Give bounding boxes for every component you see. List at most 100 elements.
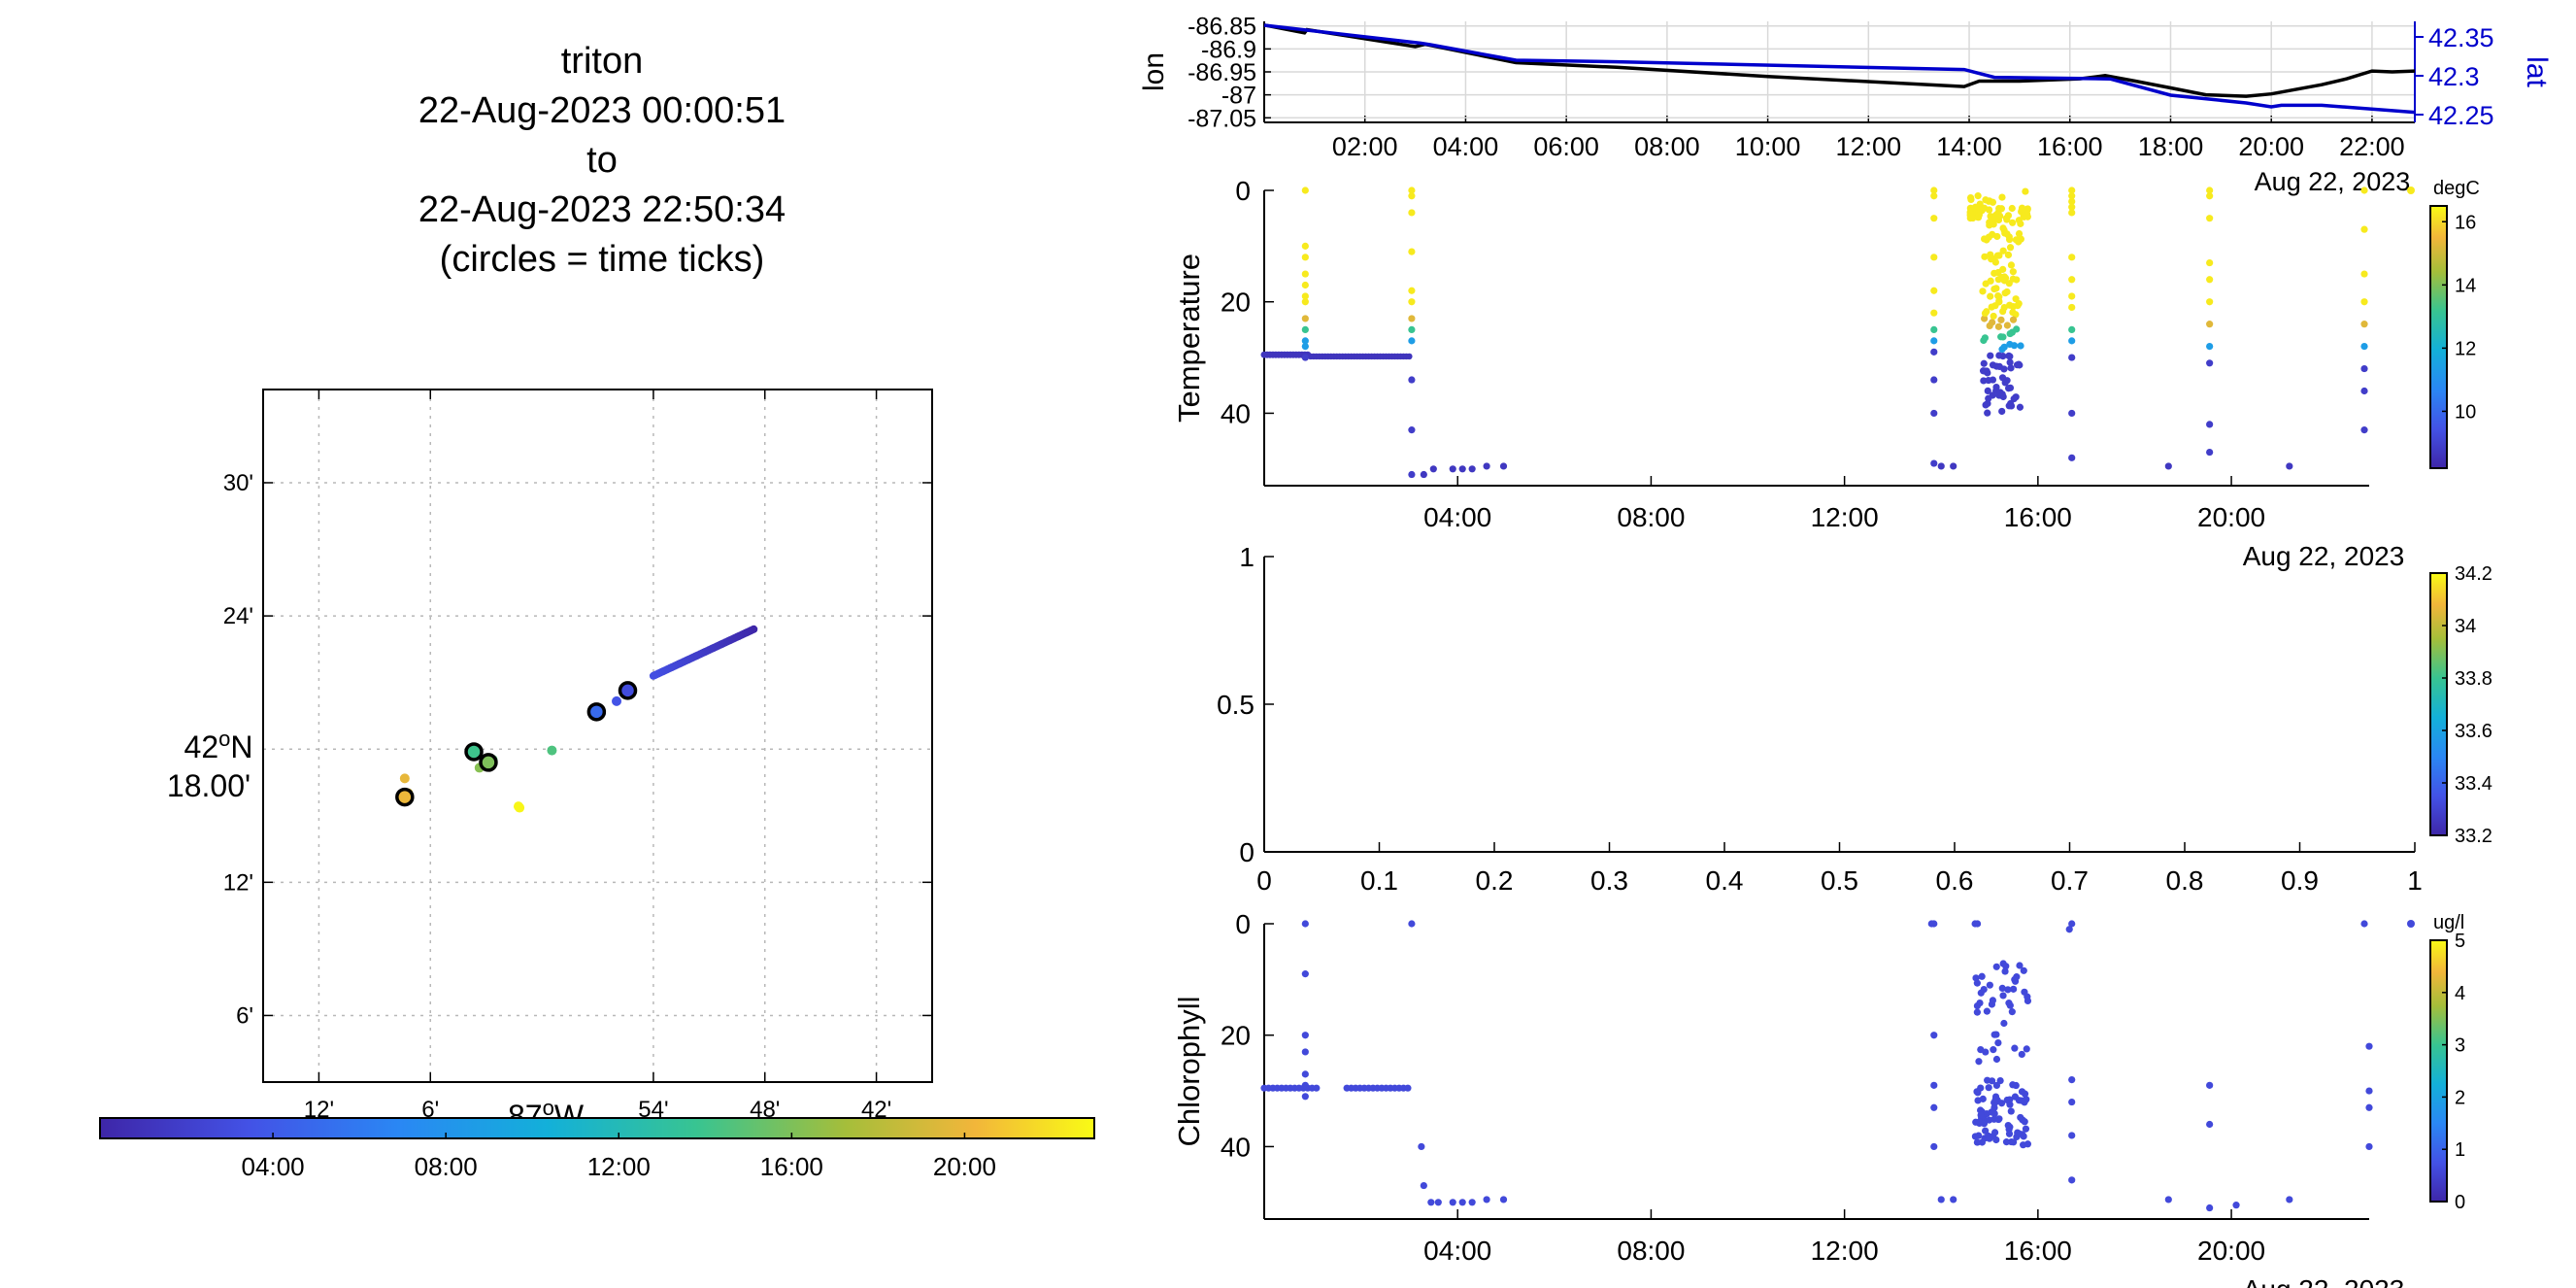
temp-point-79 xyxy=(1930,287,1938,294)
chl-point-141 xyxy=(1983,1007,1991,1015)
temp-point-62 xyxy=(1301,354,1309,361)
temp-point-215 xyxy=(2005,235,2014,244)
temp-point-122 xyxy=(1429,465,1437,473)
temp-point-226 xyxy=(1990,312,1997,321)
temp-point-114 xyxy=(2360,270,2368,278)
temp-point-371 xyxy=(1994,209,2002,217)
chl-point-162 xyxy=(1971,1133,1979,1140)
chl-point-126 xyxy=(1977,989,1985,997)
temp-point-347 xyxy=(2022,187,2029,195)
empty-x-tick-label-3: 0.3 xyxy=(1590,865,1628,896)
temp-point-97 xyxy=(2068,337,2076,345)
temp-point-91 xyxy=(2068,209,2076,217)
chl-point-36 xyxy=(1418,1142,1425,1151)
temp-point-223 xyxy=(1987,292,1994,300)
temp-point-300 xyxy=(1979,367,1988,375)
chl-y-tick-label-2: 40 xyxy=(1221,1132,1251,1162)
temp-point-296 xyxy=(1981,334,1989,342)
chl-point-63 xyxy=(2206,1120,2214,1129)
chl-colorbar-gradient xyxy=(2429,939,2448,1203)
temp-point-235 xyxy=(2009,308,2017,317)
lonlat-right-tick-label-1: 42.3 xyxy=(2428,62,2480,91)
temp-point-51 xyxy=(1301,186,1309,194)
chl-y-tick-label-1: 20 xyxy=(1221,1021,1251,1051)
temp-point-116 xyxy=(2360,321,2368,328)
temp-point-310 xyxy=(2007,364,2015,372)
lonlat-x-tick-label-1: 04:00 xyxy=(1433,132,1499,161)
chl-point-192 xyxy=(2407,920,2415,928)
temp-point-299 xyxy=(1995,293,2003,301)
lonlat-right-tick-label-2: 42.25 xyxy=(2428,101,2494,130)
temp-point-77 xyxy=(1930,215,1938,222)
temp-point-71 xyxy=(1408,337,1416,345)
map-time-tick-circle-0 xyxy=(618,681,638,700)
temp-point-106 xyxy=(2206,298,2214,306)
temp-point-120 xyxy=(2360,426,2368,434)
temp-x-tick-label-4: 20:00 xyxy=(2197,502,2265,532)
time-colorbar-gradient xyxy=(99,1117,1095,1139)
chl-point-38 xyxy=(1427,1199,1435,1206)
temp-point-156 xyxy=(2006,340,2014,349)
temp-point-320 xyxy=(1992,285,2000,292)
chl-point-115 xyxy=(1976,999,1984,1007)
chl-point-41 xyxy=(1458,1199,1466,1206)
temp-point-123 xyxy=(1449,465,1456,473)
temp-point-335 xyxy=(1999,353,2007,360)
lonlat-x-tick-label-7: 16:00 xyxy=(2037,132,2103,161)
chl-point-51 xyxy=(1937,1196,1945,1203)
chl-point-62 xyxy=(2206,1081,2214,1089)
temp-point-301 xyxy=(2006,244,2015,252)
chl-point-187 xyxy=(2009,1081,2017,1089)
temp-point-70 xyxy=(1408,325,1416,333)
temp-point-317 xyxy=(2013,325,2021,333)
chl-point-49 xyxy=(1930,1103,1938,1111)
temp-point-372 xyxy=(2407,186,2415,194)
temp-point-53 xyxy=(1301,254,1309,261)
chl-point-64 xyxy=(2206,1203,2214,1212)
chl-point-58 xyxy=(2068,1098,2076,1106)
temp-point-95 xyxy=(2068,303,2076,312)
map-frame xyxy=(262,389,933,1083)
map-ylabel-minutes: 18.00' xyxy=(167,768,251,803)
temp-point-341 xyxy=(2000,365,2008,373)
temp-point-111 xyxy=(2206,448,2214,457)
empty-y-tick-label-1: 0.5 xyxy=(1217,690,1255,720)
chl-point-158 xyxy=(1974,1097,1982,1104)
chl-point-186 xyxy=(2021,1118,2028,1126)
temp-point-73 xyxy=(1408,426,1416,434)
temp-point-108 xyxy=(2206,343,2214,351)
temp-point-309 xyxy=(2012,295,2020,303)
temp-point-64 xyxy=(1408,192,1416,200)
temp-point-68 xyxy=(1408,298,1416,306)
temp-point-308 xyxy=(1998,193,2006,201)
temp-point-306 xyxy=(1985,197,1992,205)
chl-colorbar-tick-label-2: 3 xyxy=(2455,1035,2465,1057)
temp-point-370 xyxy=(2019,206,2027,214)
temp-point-314 xyxy=(2006,384,2015,391)
temp-point-181 xyxy=(2015,230,2024,238)
lonlat-x-tick-label-9: 20:00 xyxy=(2238,132,2304,161)
chl-point-66 xyxy=(2286,1196,2293,1203)
temp-point-102 xyxy=(2206,192,2214,200)
temp-point-80 xyxy=(1930,309,1938,317)
chl-point-56 xyxy=(2065,926,2073,933)
chl-date-label: Aug 22, 2023 xyxy=(2243,1274,2405,1288)
temp-point-290 xyxy=(1991,269,1998,277)
chl-point-178 xyxy=(2006,1001,2014,1009)
chl-point-143 xyxy=(1991,1109,1998,1118)
temp-point-115 xyxy=(2360,298,2368,306)
lonlat-panel: 02:00 04:00 06:00 08:00 10:00 12:00 14:00 16:00… xyxy=(1138,14,2553,196)
chl-point-65 xyxy=(2232,1202,2240,1209)
chl-colorbar-tick-label-1: 4 xyxy=(2455,983,2465,1004)
temp-point-348 xyxy=(1985,376,1992,385)
chl-point-148 xyxy=(1975,1058,1983,1066)
chl-point-33 xyxy=(1301,1081,1309,1089)
temp-point-59 xyxy=(1301,325,1309,333)
lonlat-ylabel-right: lat xyxy=(2521,56,2553,87)
lonlat-series-lon-line xyxy=(1263,23,2416,98)
temp-point-61 xyxy=(1301,343,1309,351)
figure-title: triton 22-Aug-2023 00:00:51 to 22-Aug-20… xyxy=(291,37,913,285)
temp-point-359 xyxy=(1988,255,1995,263)
temp-point-168 xyxy=(2006,358,2014,366)
